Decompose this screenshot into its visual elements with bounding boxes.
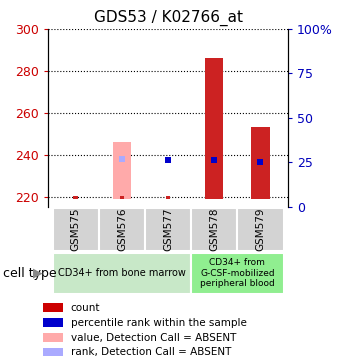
Bar [191, 252, 284, 294]
Bar [166, 196, 170, 198]
Bar [145, 207, 191, 251]
Bar [43, 348, 63, 356]
Bar [43, 333, 63, 342]
Bar [191, 207, 237, 251]
Text: GSM578: GSM578 [209, 208, 219, 251]
Title: GDS53 / K02766_at: GDS53 / K02766_at [94, 10, 243, 26]
Text: rank, Detection Call = ABSENT: rank, Detection Call = ABSENT [71, 347, 231, 357]
Text: GSM579: GSM579 [256, 208, 265, 251]
Bar [113, 142, 131, 198]
Bar [52, 252, 191, 294]
Text: CD34+ from
G-CSF-mobilized
peripheral blood: CD34+ from G-CSF-mobilized peripheral bl… [200, 258, 275, 288]
Bar [99, 207, 145, 251]
Bar [251, 127, 270, 198]
Bar [120, 196, 124, 198]
Text: count: count [71, 303, 100, 313]
Bar [52, 207, 99, 251]
Bar [205, 58, 224, 198]
Text: value, Detection Call = ABSENT: value, Detection Call = ABSENT [71, 333, 236, 343]
Bar [73, 196, 78, 198]
Bar [43, 303, 63, 312]
Text: GSM575: GSM575 [71, 208, 81, 251]
Text: GSM577: GSM577 [163, 208, 173, 251]
Bar [43, 318, 63, 327]
Bar [237, 207, 284, 251]
Text: cell type: cell type [3, 267, 57, 280]
Text: percentile rank within the sample: percentile rank within the sample [71, 318, 246, 328]
Text: GSM576: GSM576 [117, 208, 127, 251]
Text: CD34+ from bone marrow: CD34+ from bone marrow [58, 268, 186, 278]
Text: ▶: ▶ [33, 267, 43, 280]
